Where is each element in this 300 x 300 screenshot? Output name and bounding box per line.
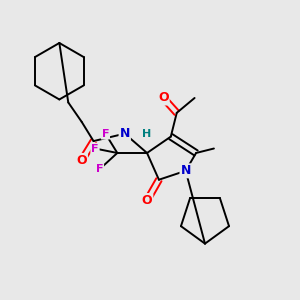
Text: N: N (181, 164, 191, 177)
Text: O: O (158, 92, 169, 104)
Text: F: F (91, 143, 99, 154)
Text: F: F (96, 164, 103, 174)
Text: N: N (119, 127, 130, 140)
Text: O: O (76, 154, 87, 167)
Text: F: F (102, 129, 109, 139)
Text: O: O (142, 194, 152, 207)
Text: H: H (142, 129, 152, 139)
